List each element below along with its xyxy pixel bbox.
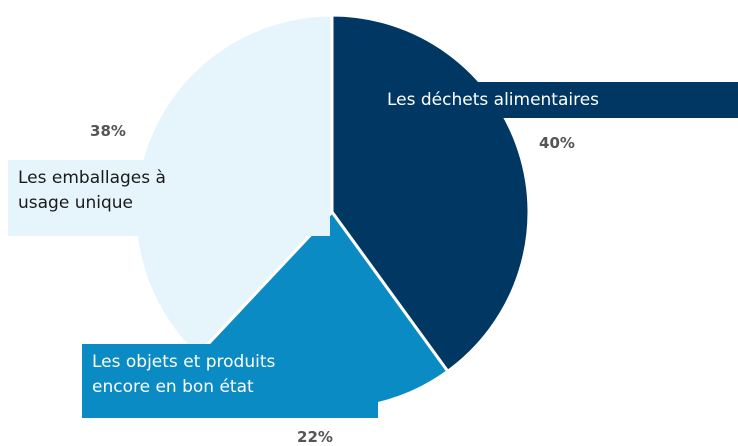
slice-label: Les déchets alimentaires (377, 82, 738, 118)
value-label: 40% (539, 134, 575, 152)
slice-label: Les objets et produits encore en bon éta… (82, 344, 378, 418)
slice-label: Les emballages à usage unique (8, 160, 330, 236)
value-label: 38% (90, 122, 126, 140)
value-label: 22% (297, 428, 333, 446)
